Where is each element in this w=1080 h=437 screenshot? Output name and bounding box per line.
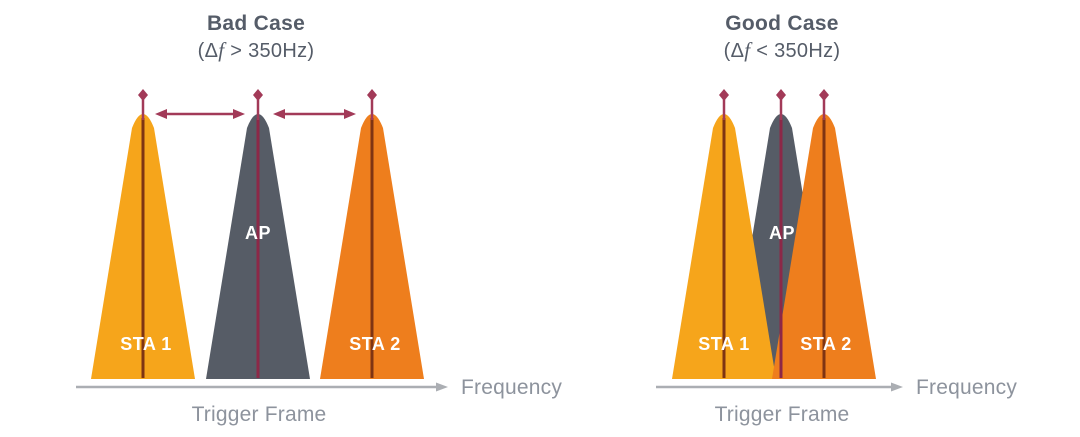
ap-arrow-tip-icon [776,89,786,101]
offset-arrow-left-head-icon [273,109,285,119]
sta2-arrow-tip-icon [819,89,829,101]
bad-case-subtitle: (Δf > 350Hz) [198,38,315,62]
ap-peak-label: AP [769,223,795,243]
offset-arrow-right-head-icon [344,109,356,119]
bad-case-panel: Bad Case (Δf > 350Hz) [76,12,562,426]
subtitle-prefix: (Δ [724,40,745,62]
offset-arrow-ap-sta2 [273,109,356,119]
sta2-peak-label: STA 2 [349,334,401,354]
sta1-arrow-tip-icon [138,89,148,101]
good-case-title: Good Case [725,12,839,35]
good-case-panel: Good Case (Δf < 350Hz) STA 1 AP STA 2 [656,12,1017,426]
subtitle-delta-f: f [744,38,753,62]
good-case-subtitle: (Δf < 350Hz) [724,38,841,62]
ap-arrow-tip-icon [253,89,263,101]
sta2-arrow-tip-icon [367,89,377,101]
offset-arrow-sta1-ap [155,109,245,119]
subtitle-suffix: > 350Hz) [224,40,314,62]
offset-arrow-left-head-icon [155,109,167,119]
frequency-axis-arrowhead-icon [436,382,448,392]
bad-case-title: Bad Case [207,12,305,35]
sta1-peak-label: STA 1 [698,334,750,354]
sta2-peak-label: STA 2 [800,334,852,354]
frequency-axis-arrowhead-icon [891,382,903,392]
frequency-axis-label: Frequency [916,376,1017,399]
subtitle-delta-f: f [218,38,227,62]
trigger-frame-label: Trigger Frame [192,403,327,426]
offset-arrow-right-head-icon [233,109,245,119]
ap-peak-label: AP [245,223,271,243]
frequency-axis-label: Frequency [461,376,562,399]
subtitle-prefix: (Δ [198,40,219,62]
sta1-arrow-tip-icon [719,89,729,101]
trigger-frame-label: Trigger Frame [715,403,850,426]
subtitle-suffix: < 350Hz) [750,40,840,62]
sta1-peak-label: STA 1 [120,334,172,354]
